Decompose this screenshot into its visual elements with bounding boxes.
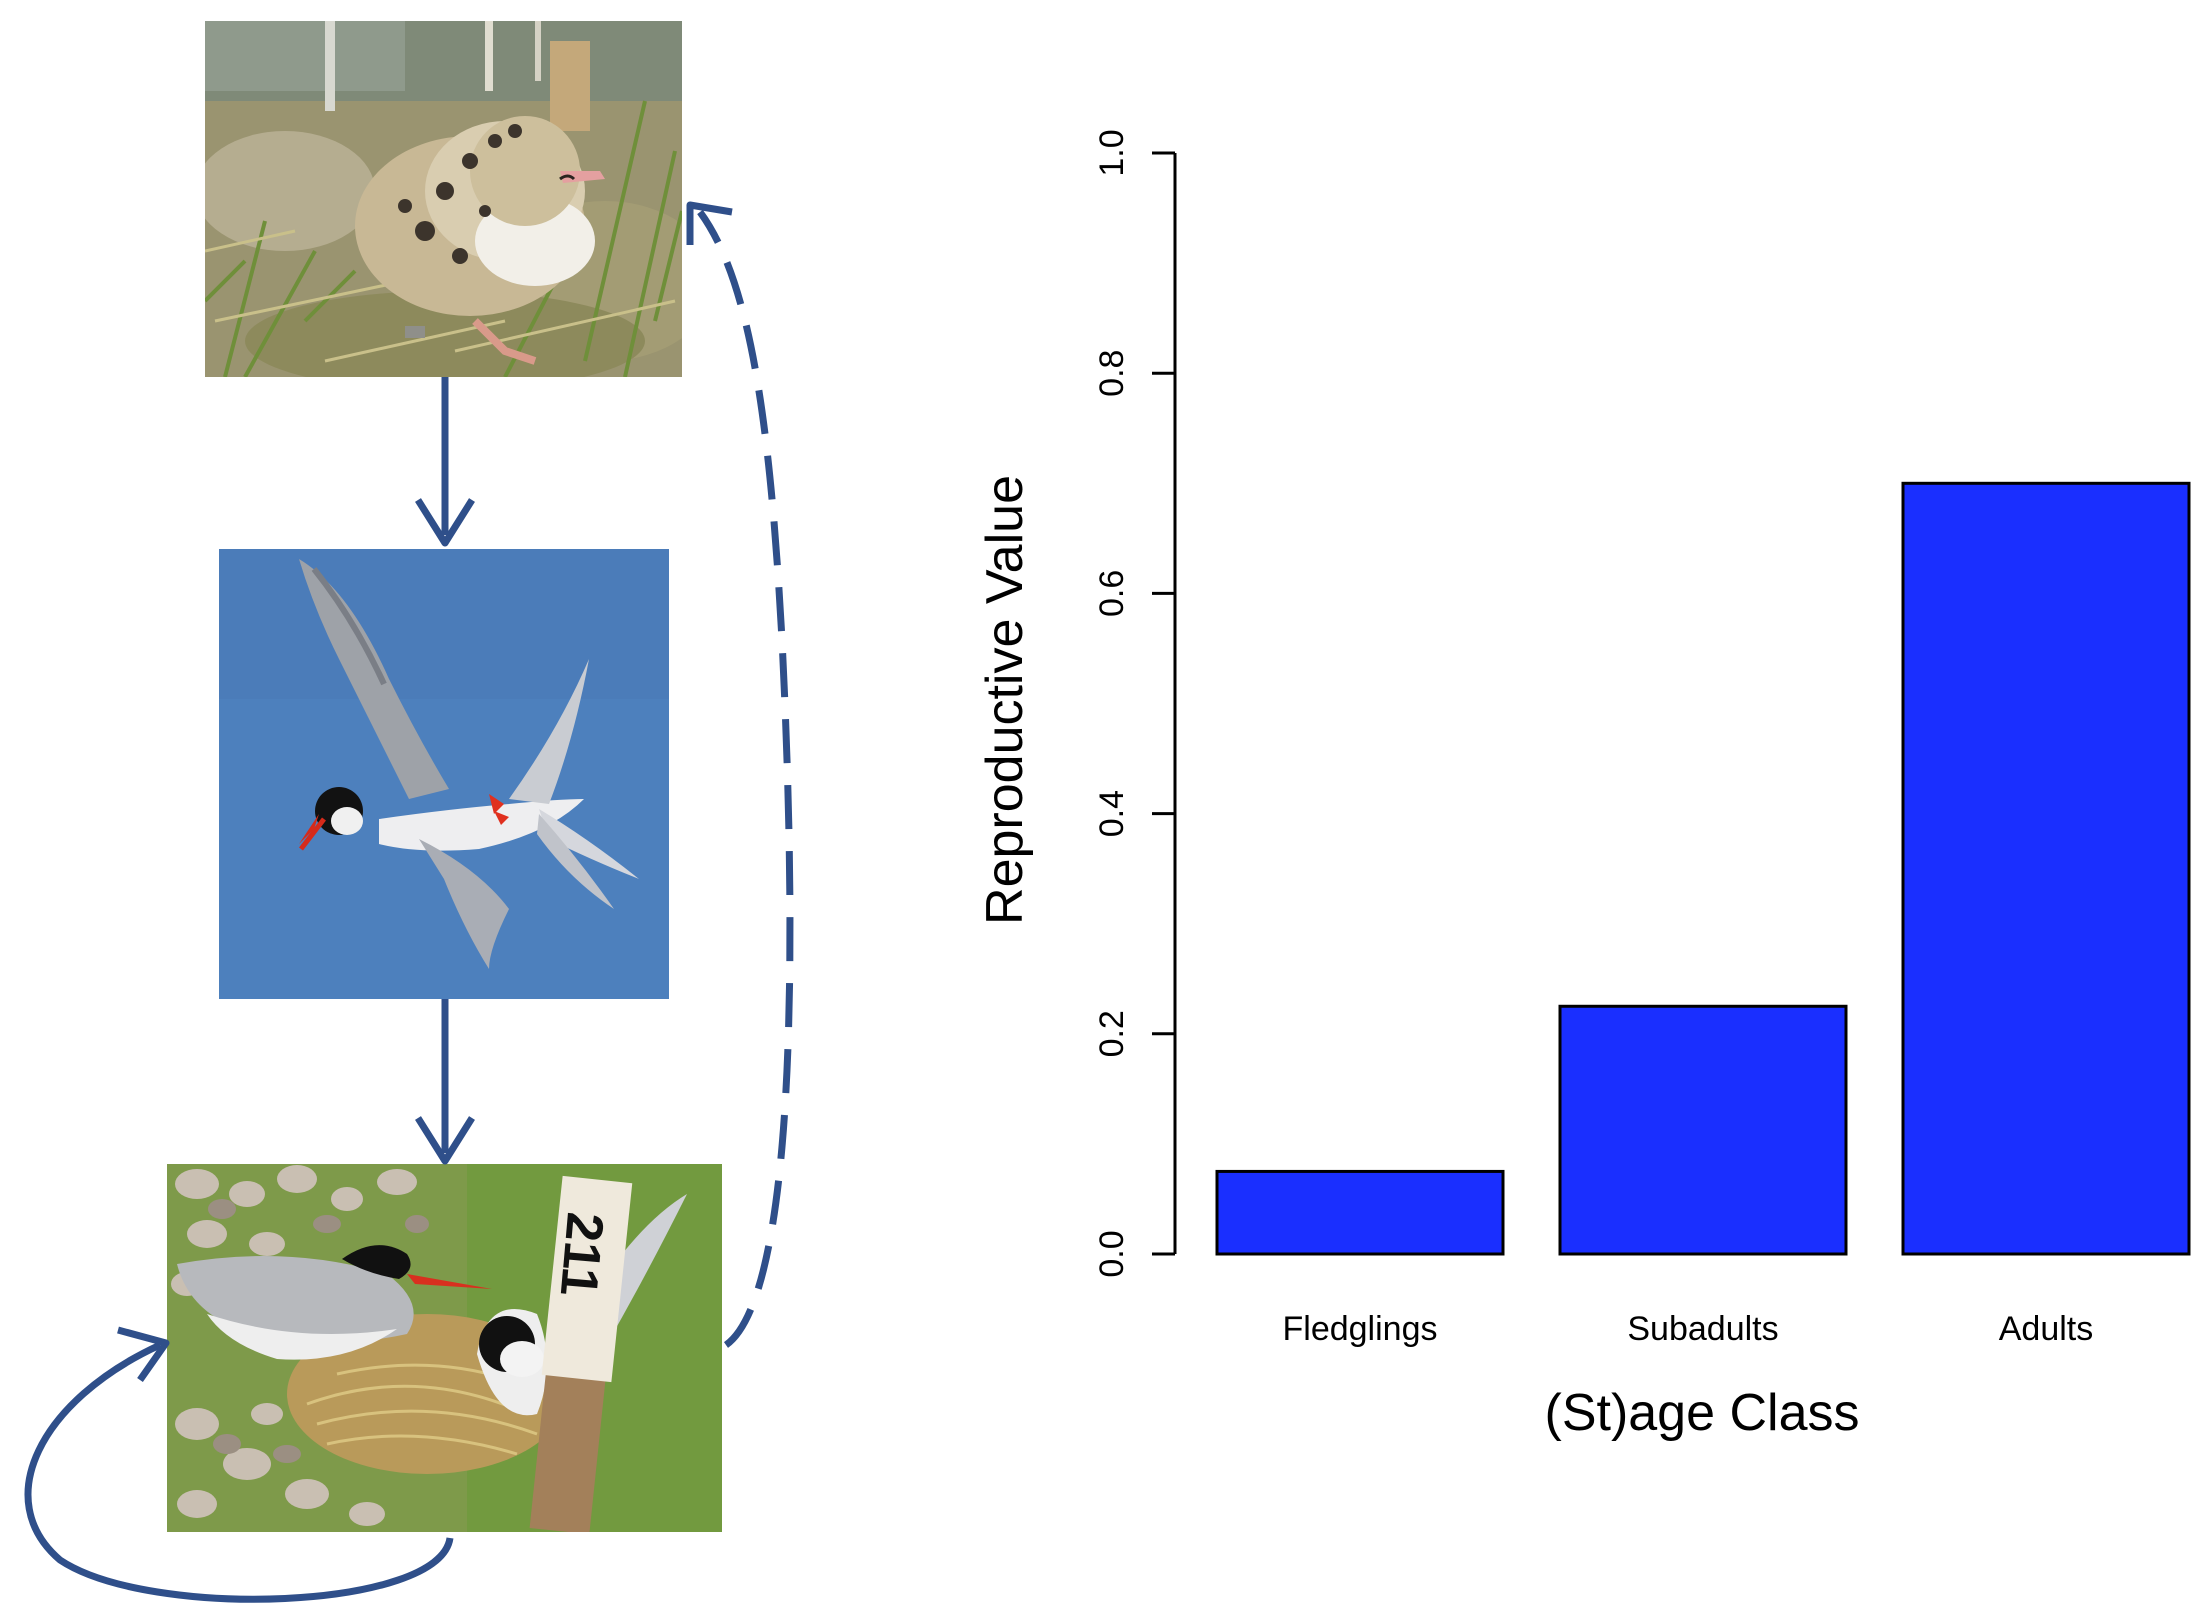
adult-terns-nest-photo: 211 <box>167 1164 722 1532</box>
x-tick-label-fledglings: Fledglings <box>1283 1310 1438 1348</box>
arrowhead-subadult-to-adult <box>415 1116 475 1165</box>
y-tick-label: 0.4 <box>1093 790 1131 837</box>
y-tick-label: 1.0 <box>1093 129 1131 176</box>
life-cycle-arrows <box>24 201 794 1603</box>
bar-adults <box>1901 481 2191 1256</box>
x-tick-label-adults: Adults <box>1999 1310 2094 1348</box>
bar-fledglings <box>1215 1169 1505 1256</box>
y-axis-title: Reproductive Value <box>976 475 1034 925</box>
bars <box>1215 481 2191 1256</box>
y-tick-label: 0.8 <box>1093 350 1131 397</box>
nest-stake-label: 211 <box>549 1210 614 1299</box>
y-tick-label: 0.6 <box>1093 570 1131 617</box>
arrowhead-chick-to-subadult <box>415 498 475 547</box>
bar-subadults <box>1558 1004 1848 1256</box>
y-tick-label: 0.0 <box>1093 1230 1131 1277</box>
x-tick-labels: Fledglings Subadults Adults <box>1283 1310 2094 1348</box>
x-axis-title: (St)age Class <box>1545 1384 1860 1442</box>
arrowhead-adult-to-chick <box>686 201 733 245</box>
y-tick-label: 0.2 <box>1093 1010 1131 1057</box>
y-ticks: 0.0 0.2 0.4 0.6 0.8 1.0 <box>1093 129 1175 1278</box>
arrow-adult-self-loop <box>24 1341 454 1603</box>
x-tick-label-subadults: Subadults <box>1627 1310 1778 1348</box>
tern-chick-photo <box>205 21 682 377</box>
arrowhead-adult-self-loop <box>117 1326 170 1383</box>
tern-flight-photo <box>219 549 669 999</box>
arrow-adult-to-chick-dashed <box>697 209 794 1348</box>
